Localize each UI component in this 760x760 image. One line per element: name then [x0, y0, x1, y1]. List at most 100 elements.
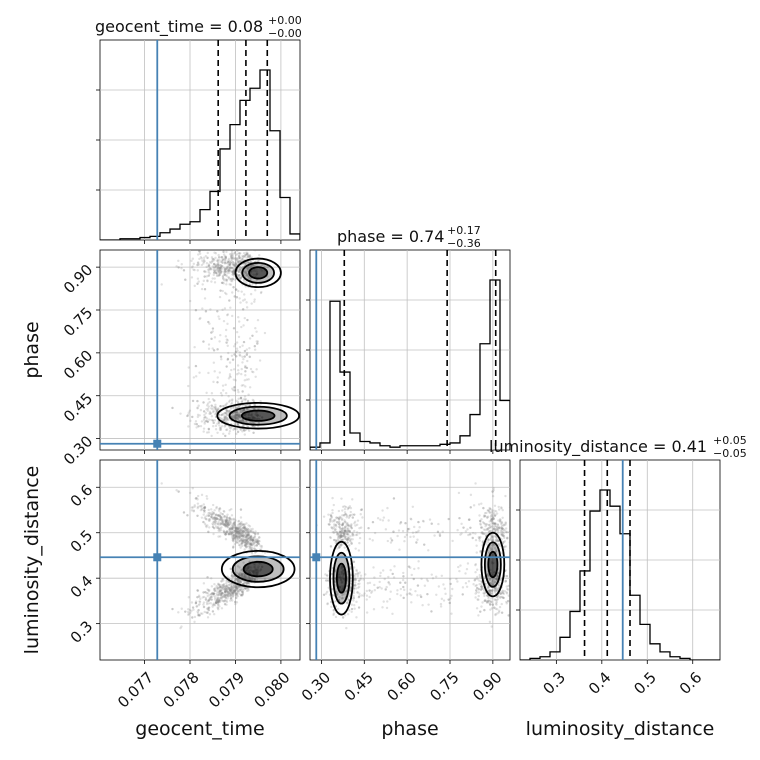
sample-point: [329, 514, 333, 518]
sample-point: [386, 506, 389, 510]
sample-point: [243, 543, 246, 547]
sample-point: [210, 513, 213, 516]
sample-point: [244, 544, 247, 547]
sample-point: [245, 273, 249, 277]
sample-point: [365, 598, 368, 601]
sample-point: [236, 579, 240, 582]
sample-point: [404, 522, 407, 525]
sample-point: [207, 519, 211, 522]
sample-point: [235, 586, 239, 590]
sample-point: [340, 530, 343, 533]
sample-point: [234, 602, 237, 606]
sample-point: [242, 255, 245, 258]
sample-point: [248, 577, 251, 581]
sample-point: [213, 587, 216, 591]
sample-point: [246, 399, 250, 403]
sample-point: [231, 592, 235, 595]
sample-point: [244, 527, 248, 531]
sample-point: [220, 358, 223, 361]
sample-point: [224, 411, 228, 414]
sample-point: [225, 269, 228, 273]
sample-point: [210, 516, 214, 519]
sample-point: [191, 399, 195, 403]
sample-point: [332, 531, 336, 535]
sample-point: [202, 513, 205, 516]
sample-point: [417, 520, 420, 524]
sample-point: [335, 540, 338, 543]
sample-point: [248, 420, 252, 424]
sample-point: [238, 252, 241, 255]
sample-point: [218, 506, 222, 510]
sample-point: [217, 265, 220, 269]
sample-point: [486, 585, 490, 589]
sample-point: [242, 538, 246, 541]
sample-point: [246, 533, 250, 536]
sample-point: [248, 283, 251, 286]
sample-point: [502, 523, 506, 527]
sample-point: [479, 523, 482, 526]
sample-point: [347, 524, 351, 527]
sample-point: [248, 542, 251, 546]
sample-point: [199, 424, 203, 428]
sample-point: [238, 414, 241, 417]
sample-point: [248, 542, 251, 545]
sample-point: [241, 399, 244, 402]
sample-point: [341, 593, 344, 596]
sample-point: [234, 416, 238, 419]
sample-point: [244, 398, 248, 401]
sample-point: [483, 599, 486, 603]
sample-point: [228, 516, 231, 520]
sample-point: [218, 515, 222, 519]
sample-point: [242, 527, 246, 530]
sample-point: [387, 575, 390, 579]
sample-point: [466, 562, 470, 565]
sample-point: [216, 590, 219, 594]
sample-point: [232, 590, 236, 593]
sample-point: [237, 270, 241, 273]
sample-point: [213, 370, 216, 373]
sample-point: [495, 528, 499, 531]
sample-point: [488, 511, 491, 514]
sample-point: [213, 251, 216, 254]
sample-point: [236, 594, 240, 598]
sample-point: [214, 602, 218, 605]
sample-point: [187, 596, 191, 599]
sample-point: [240, 586, 243, 590]
sample-point: [244, 535, 248, 539]
sample-point: [255, 368, 258, 371]
sample-point: [240, 384, 244, 387]
sample-point: [198, 602, 201, 606]
sample-point: [240, 574, 244, 577]
sample-point: [225, 520, 228, 524]
sample-point: [231, 592, 235, 596]
x-tick-label-geocent_time: 0.077: [114, 668, 157, 711]
sample-point: [218, 272, 221, 275]
sample-point: [228, 591, 232, 594]
sample-point: [480, 502, 483, 505]
sample-point: [223, 586, 227, 590]
sample-point: [244, 428, 248, 431]
x-tick-label-phase: 0.30: [298, 668, 334, 704]
sample-point: [238, 574, 242, 577]
sample-point: [226, 339, 229, 342]
sample-point: [506, 537, 509, 540]
sample-point: [216, 517, 219, 520]
sample-point: [249, 537, 253, 541]
sample-point: [327, 513, 330, 516]
sample-point: [204, 270, 207, 274]
sample-point: [208, 598, 212, 601]
sample-point: [243, 429, 246, 432]
sample-point: [255, 538, 259, 541]
sample-point: [228, 283, 231, 286]
sample-point: [234, 529, 237, 533]
sample-point: [230, 279, 234, 283]
sample-point: [182, 269, 186, 272]
sample-point: [411, 505, 415, 508]
sample-point: [346, 538, 349, 542]
sample-point: [497, 519, 500, 522]
contour-1-2: [240, 409, 276, 422]
sample-point: [221, 522, 224, 525]
sample-point: [186, 514, 189, 517]
sample-point: [236, 530, 239, 534]
sample-point: [357, 586, 360, 589]
